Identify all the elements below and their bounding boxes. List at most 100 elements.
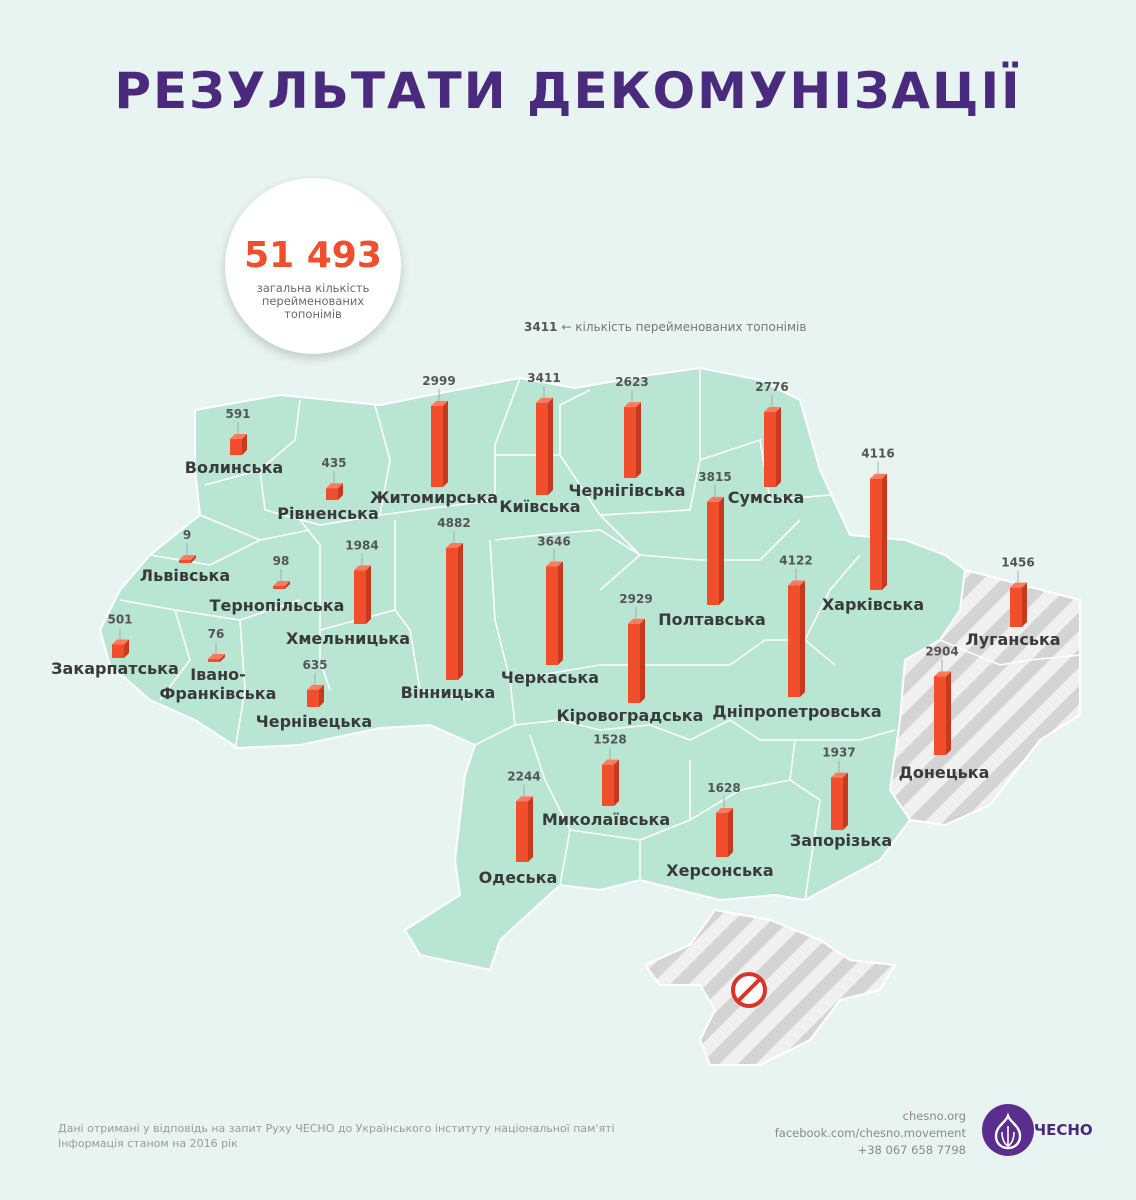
region-value: 591 xyxy=(225,407,250,421)
region-name: Кіровоградська xyxy=(557,706,704,725)
logo-text: ЧЕСНО xyxy=(1034,1121,1093,1139)
region-value: 1937 xyxy=(822,746,855,760)
region-name: Одеська xyxy=(479,868,558,887)
region-23-bar xyxy=(831,760,848,830)
bar-side xyxy=(728,807,733,857)
footer-line-1: Дані отримані у відповідь на запит Руху … xyxy=(58,1122,615,1135)
region-9-bar xyxy=(273,569,290,589)
bar-side xyxy=(843,772,848,830)
region-name: Вінницька xyxy=(401,683,496,702)
bar-top xyxy=(112,639,129,645)
region-value: 1628 xyxy=(707,781,740,795)
bar-side xyxy=(338,483,343,500)
region-name: Житомирська xyxy=(370,488,498,507)
region-boundaries xyxy=(119,370,896,901)
bar-front xyxy=(326,488,338,500)
contact-site[interactable]: chesno.org xyxy=(902,1109,966,1123)
region-value: 1984 xyxy=(345,538,378,552)
region-18-bar xyxy=(208,642,225,662)
region-21-bar xyxy=(602,747,619,806)
bar-top xyxy=(624,402,641,408)
bar-side xyxy=(242,434,247,455)
bar-front xyxy=(230,439,242,455)
bar-front xyxy=(707,501,719,605)
bar-top xyxy=(764,406,781,412)
bar-side xyxy=(776,406,781,487)
bar-front xyxy=(1010,587,1022,627)
bar-legend: 3411 ← кількість перейменованих топонімів xyxy=(524,320,806,334)
region-name: Тернопільська xyxy=(210,596,345,615)
bar-side xyxy=(800,580,805,697)
region-4-bar xyxy=(624,390,641,478)
bar-top xyxy=(326,483,343,489)
region-name: Львівська xyxy=(140,566,230,585)
region-22-bar xyxy=(716,795,733,857)
bar-front xyxy=(536,402,548,495)
region-name: Чернігівська xyxy=(569,481,686,500)
bar-top xyxy=(354,565,371,571)
contact-phone: +38 067 658 7798 xyxy=(857,1143,966,1157)
footer-line-2: Інформація станом на 2016 рік xyxy=(58,1137,238,1150)
bar-top xyxy=(516,796,533,802)
region-name: Івано-Франківська xyxy=(160,665,277,703)
contacts: chesno.org facebook.com/chesno.movement … xyxy=(775,1108,966,1159)
bar-front xyxy=(624,407,636,478)
region-5-bar xyxy=(764,394,781,487)
crimea xyxy=(643,908,897,1066)
region-value: 76 xyxy=(208,627,225,641)
garlic-icon xyxy=(982,1104,1034,1156)
total-count-label: загальна кількість перейменованих топоні… xyxy=(256,281,370,321)
bar-front xyxy=(831,777,843,830)
bar-side xyxy=(458,543,463,680)
region-name: Рівненська xyxy=(277,504,379,523)
bar-top xyxy=(179,555,196,560)
bar-top xyxy=(446,543,463,548)
bar-side xyxy=(285,581,290,589)
total-count-badge: 51 493 загальна кількість перейменованих… xyxy=(225,178,401,354)
bar-side xyxy=(528,796,533,862)
contact-facebook[interactable]: facebook.com/chesno.movement xyxy=(774,1126,966,1140)
region-value: 9 xyxy=(183,528,191,542)
region-17-bar xyxy=(112,627,129,658)
region-name: Луганська xyxy=(965,630,1060,649)
region-name: Черкаська xyxy=(501,668,599,687)
region-1-bar xyxy=(326,471,343,500)
region-value: 3646 xyxy=(537,534,570,548)
bar-front xyxy=(628,623,640,703)
bar-front xyxy=(112,644,124,658)
region-16-bar xyxy=(934,659,951,755)
bar-front xyxy=(273,586,285,589)
region-value: 1528 xyxy=(593,733,626,747)
bar-top xyxy=(602,759,619,765)
page-title: РЕЗУЛЬТАТИ ДЕКОМУНІЗАЦІЇ xyxy=(114,62,1022,120)
region-name: Київська xyxy=(499,497,580,516)
bar-side xyxy=(124,639,129,658)
bar-top xyxy=(1010,582,1027,588)
region-14-bar xyxy=(788,568,805,697)
region-15-bar xyxy=(628,606,645,703)
region-bars xyxy=(112,385,1027,862)
region-value: 2904 xyxy=(925,644,958,658)
bar-top xyxy=(536,397,553,403)
region-value: 2929 xyxy=(619,592,652,606)
bar-top xyxy=(307,684,324,690)
bar-top xyxy=(208,654,225,659)
region-10-bar xyxy=(354,553,371,624)
bar-front xyxy=(431,405,443,487)
region-value: 2623 xyxy=(615,375,648,389)
region-0-bar xyxy=(230,422,247,455)
bar-front xyxy=(179,560,191,563)
bar-side xyxy=(443,400,448,487)
bar-top xyxy=(628,618,645,624)
bar-side xyxy=(366,565,371,624)
region-13-bar xyxy=(707,484,724,605)
bar-front xyxy=(934,676,946,755)
bar-front xyxy=(870,478,882,590)
occupied-luhansk-donetsk xyxy=(888,568,1081,827)
region-name: Закарпатська xyxy=(51,659,179,678)
footer-note: Дані отримані у відповідь на запит Руху … xyxy=(58,1121,615,1151)
region-name: Волинська xyxy=(185,458,283,477)
region-20-bar xyxy=(516,784,533,862)
region-value: 2999 xyxy=(422,374,455,388)
bar-top xyxy=(788,580,805,586)
